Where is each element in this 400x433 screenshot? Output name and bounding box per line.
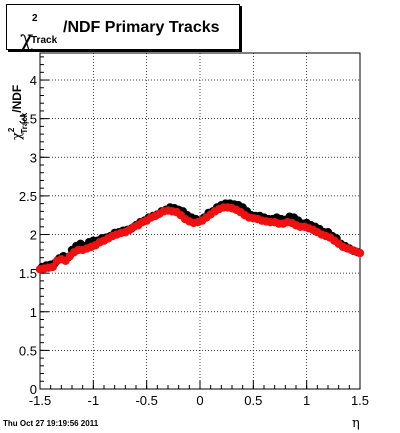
x-tick-label: -1 [88,393,100,408]
y-label-sub: Track [20,112,29,133]
y-tick-label: 0 [30,382,37,397]
y-tick-label: 3 [30,150,37,165]
title-box: χ 2 Track /NDF Primary Tracks [6,4,240,52]
timestamp-footer: Thu Oct 27 19:19:56 2011 [3,419,99,428]
y-tick-label: 0.5 [19,343,37,358]
x-tick-label: -0.5 [135,393,157,408]
x-tick-label: 1.5 [351,393,369,408]
y-label-sup: 2 [7,127,16,132]
y-tick-label: 2.5 [19,189,37,204]
chart-title: /NDF Primary Tracks [63,19,220,36]
y-tick-label: 3.5 [19,112,37,127]
x-tick-label: 0.5 [244,393,262,408]
x-tick-label: -1.5 [29,393,51,408]
x-axis-label: η [352,416,360,431]
y-label-rest: /NDF [10,85,24,113]
y-axis: 0 0.5 1 1.5 2 2.5 3 3.5 4 [19,56,49,397]
title-symbol: χ [20,27,34,52]
red-data-point [355,248,365,258]
y-tick-label: 1 [30,305,37,320]
y-tick-label: 4 [30,73,37,88]
y-tick-label: 1.5 [19,266,37,281]
x-tick-label: 1 [303,393,310,408]
y-axis-label: χ2 Track/NDF [7,85,29,140]
title-subscript: Track [31,35,58,46]
y-tick-label: 2 [30,228,37,243]
x-axis: -1.5 -1 -0.5 0 0.5 1 1.5 [29,380,369,408]
title-superscript: 2 [32,13,38,24]
x-tick-label: 0 [196,393,203,408]
red-data-point [48,262,57,272]
data-points [35,199,365,274]
y-label-symbol: χ [10,132,25,140]
